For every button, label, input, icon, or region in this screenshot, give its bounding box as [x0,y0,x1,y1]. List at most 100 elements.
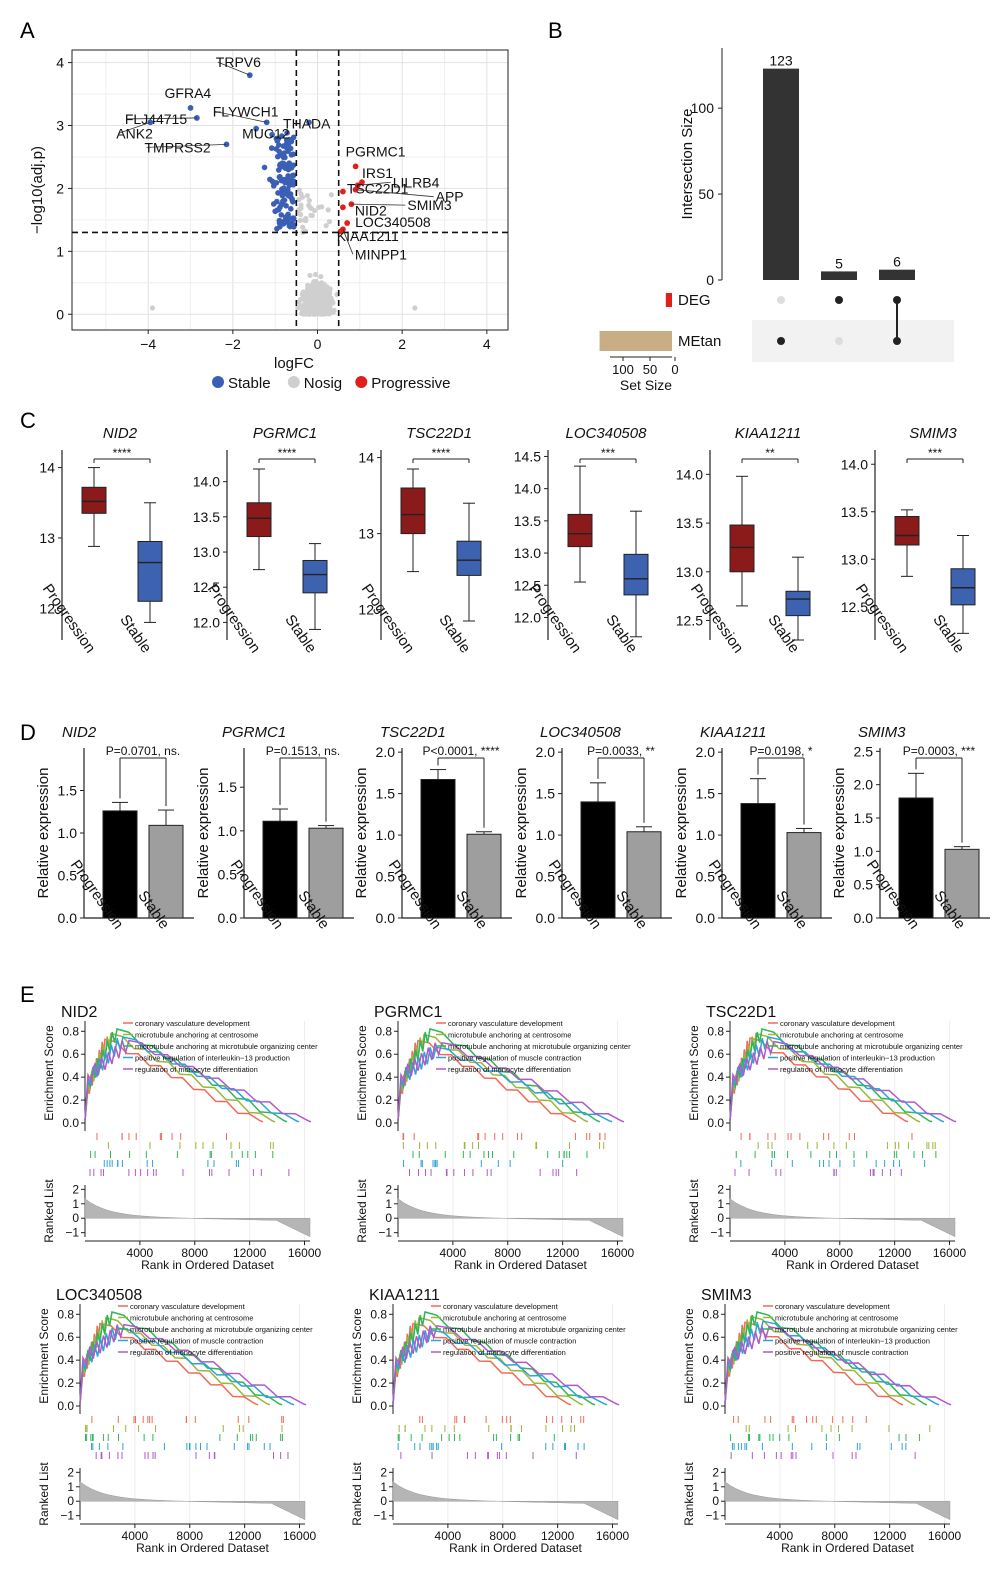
es-tick-label: 0.0 [57,1399,74,1413]
es-tick-label: 0.0 [370,1399,387,1413]
y-tick-label: 0.5 [854,877,874,893]
nosig-point [306,311,313,317]
stable-point [276,218,283,224]
x-tick-label: 8000 [181,1246,208,1260]
gene-title: LOC340508 [540,724,622,741]
pvalue-label: P=0.0033, ** [587,744,655,758]
es-axis-title: Enrichment Score [37,1308,51,1404]
x-tick-label: Stable [435,612,473,657]
bar-value-label: 123 [769,53,793,69]
x-tick-label: 16000 [933,1246,967,1260]
gene-title: SMIM3 [858,724,906,741]
es-tick-label: 0.4 [62,1070,79,1084]
es-curve [392,1316,584,1406]
y-tick-label: 1.0 [696,827,716,843]
nosig-point [297,303,303,309]
y-tick-label: 12 [39,600,55,616]
nosig-point [318,273,324,280]
legend-label: Progressive [371,375,450,392]
term-label: microtubule anchoring at microtubule org… [448,1042,631,1051]
y-tick-label: 1.0 [376,827,396,843]
x-tick-label: 0 [314,336,322,352]
gsea-panel-kiaa1211: KIAA1211 0.0 0.2 0.4 0.6 0.8 Enrichment Score c… [350,1287,630,1555]
term-label: positive regulation of muscle contractio… [448,1054,581,1063]
point-label: THADA [283,115,331,131]
es-curve [729,1040,957,1123]
x-tick-label: 16000 [596,1529,630,1543]
nosig-point [299,194,306,200]
es-axis-title: Enrichment Score [355,1025,369,1121]
y-axis-title: Relative expression [353,768,370,899]
y-axis-title: Intersection Size [679,109,696,220]
gene-title: TSC22D1 [380,724,446,741]
es-tick-label: 0.6 [707,1047,724,1061]
stable-point [278,212,285,218]
stable-point [274,226,280,232]
sig-label: ** [765,446,775,460]
y-tick-label: 0.5 [536,869,556,885]
rank-tick-label: 2 [380,1465,387,1479]
gene-title: KIAA1211 [700,724,766,741]
es-curve [397,1033,589,1123]
box [81,486,107,514]
y-tick-label: 13 [358,526,374,542]
sig-label: *** [601,446,615,460]
term-label: regulation of monocyte differentiation [130,1348,253,1357]
nosig-point [319,204,325,210]
x-tick-label: 12000 [228,1529,262,1543]
es-tick-label: 0.8 [57,1307,74,1321]
term-label: coronary vasculature development [448,1019,564,1028]
y-tick-label: 1.5 [376,786,396,802]
es-curve [84,1039,312,1123]
point-label: MINPP1 [355,246,407,262]
x-tick-label: 4000 [435,1529,462,1543]
nosig-point [302,303,308,309]
point-label: TSC22D1 [347,181,409,197]
nosig-point [307,272,313,279]
es-tick-label: 0.8 [707,1024,724,1038]
es-tick-label: 0.0 [62,1116,79,1130]
term-label: positive regulation of interleukin−13 pr… [135,1054,290,1063]
es-curve [724,1326,952,1406]
ranked-list-area [729,1198,956,1238]
y-tick-label: 1.5 [58,783,78,799]
rank-axis-title: Ranked List [42,1179,56,1243]
y-tick-label: 0.5 [218,866,238,882]
es-tick-label: 0.8 [62,1024,79,1038]
set-size-tick-label: 100 [612,362,634,377]
pvalue-label: P=0.0198, * [749,744,812,758]
y-tick-label: 12.5 [841,599,868,615]
rank-tick-label: −1 [378,1226,392,1240]
y-tick-label: 12.5 [676,613,703,629]
set-size-tick-label: 50 [643,362,657,377]
y-tick-label: 2.0 [376,744,396,760]
x-axis-title: Rank in Ordered Dataset [136,1541,269,1555]
y-tick-label: 4 [56,55,64,71]
set-size-title: Set Size [620,377,672,393]
y-axis-title: Relative expression [831,768,848,899]
stable-point [290,199,296,205]
y-tick-label: 13 [39,530,55,546]
nosig-point [326,219,333,225]
gene-title: SMIM3 [909,425,957,442]
gene-title: PGRMC1 [253,425,317,442]
rank-tick-label: 2 [385,1182,392,1196]
term-label: microtubule anchoring at microtubule org… [135,1042,318,1051]
stable-point [290,151,297,157]
gsea-title: PGRMC1 [374,1004,443,1021]
matrix-dot [777,337,785,345]
rank-tick-label: 2 [72,1182,79,1196]
set-size-bar [665,293,672,307]
plot-frame [71,49,509,331]
qpcr-smim3: 0.0 0.5 1.0 1.5 2.0 2.5 Relative expression SMI… [831,724,990,932]
legend-label: Nosig [304,375,342,392]
nosig-point [296,197,302,203]
bar [148,824,184,919]
stable-point [261,164,268,171]
es-curve [79,1311,283,1406]
y-tick-label: 1.5 [696,786,716,802]
matrix-dot [777,296,785,304]
y-tick-label: 1.5 [218,779,238,795]
x-tick-label: Stable [929,612,967,657]
